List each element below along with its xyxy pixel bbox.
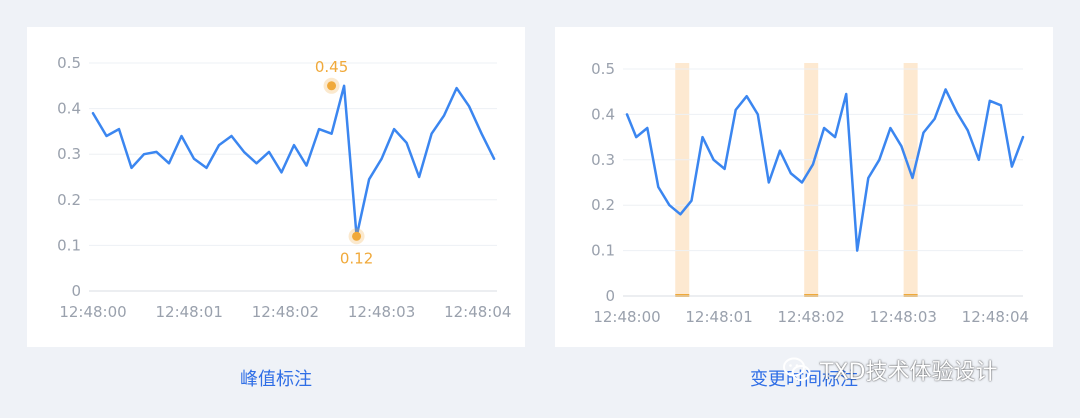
watermark-text: TXD技术体验设计: [820, 360, 998, 385]
x-tick-label: 12:48:03: [348, 303, 415, 321]
y-tick-label: 0.5: [57, 54, 81, 72]
x-tick-label: 12:48:02: [252, 303, 319, 321]
change-marker-band: [804, 63, 819, 296]
y-tick-label: 0.1: [591, 242, 615, 260]
peak-label: 0.12: [340, 249, 373, 267]
y-tick-label: 0.2: [591, 196, 615, 214]
x-tick-label: 12:48:03: [870, 308, 937, 326]
y-tick-label: 0.5: [591, 60, 615, 78]
x-tick-label: 12:48:01: [156, 303, 223, 321]
change-time-annotation-chart: 0 0.1 0.2 0.3 0.4 0.5 12:48:00 12:48:01 12:48:02…: [591, 60, 1029, 326]
series-line: [625, 88, 1025, 252]
x-tick-label: 12:48:00: [593, 308, 660, 326]
y-tick-label: 0.3: [591, 151, 615, 169]
change-marker-band: [675, 63, 690, 296]
y-tick-label: 0.2: [57, 191, 81, 209]
x-tick-label: 12:48:00: [59, 303, 126, 321]
peak-annotation-chart: 0 0.1 0.2 0.3 0.4 0.5 12:48:00 12:48:01 12:48:02…: [57, 54, 511, 321]
change-marker-band: [903, 63, 918, 296]
y-tick-label: 0.3: [57, 145, 81, 163]
y-tick-label: 0.1: [57, 236, 81, 254]
change-time-annotation-card: 0 0.1 0.2 0.3 0.4 0.5 12:48:00 12:48:01 12:48:02…: [555, 27, 1053, 347]
peak-point: [327, 81, 337, 91]
x-tick-label: 12:48:04: [962, 308, 1029, 326]
wechat-icon: [783, 357, 811, 381]
y-tick-label: 0.4: [57, 100, 81, 118]
x-tick-label: 12:48:04: [444, 303, 511, 321]
x-tick-label: 12:48:01: [685, 308, 752, 326]
watermark: TXD技术体验设计: [782, 352, 997, 388]
x-tick-label: 12:48:02: [777, 308, 844, 326]
caption-peak-annotation: 峰值标注: [240, 369, 312, 390]
peak-point: [352, 231, 362, 241]
peak-label: 0.45: [315, 58, 348, 76]
y-tick-label: 0: [71, 282, 81, 300]
series-line: [91, 84, 496, 238]
y-tick-label: 0: [605, 287, 615, 305]
peak-annotation-card: 0 0.1 0.2 0.3 0.4 0.5 12:48:00 12:48:01 12:48:02…: [27, 27, 525, 347]
y-tick-label: 0.4: [591, 105, 615, 123]
